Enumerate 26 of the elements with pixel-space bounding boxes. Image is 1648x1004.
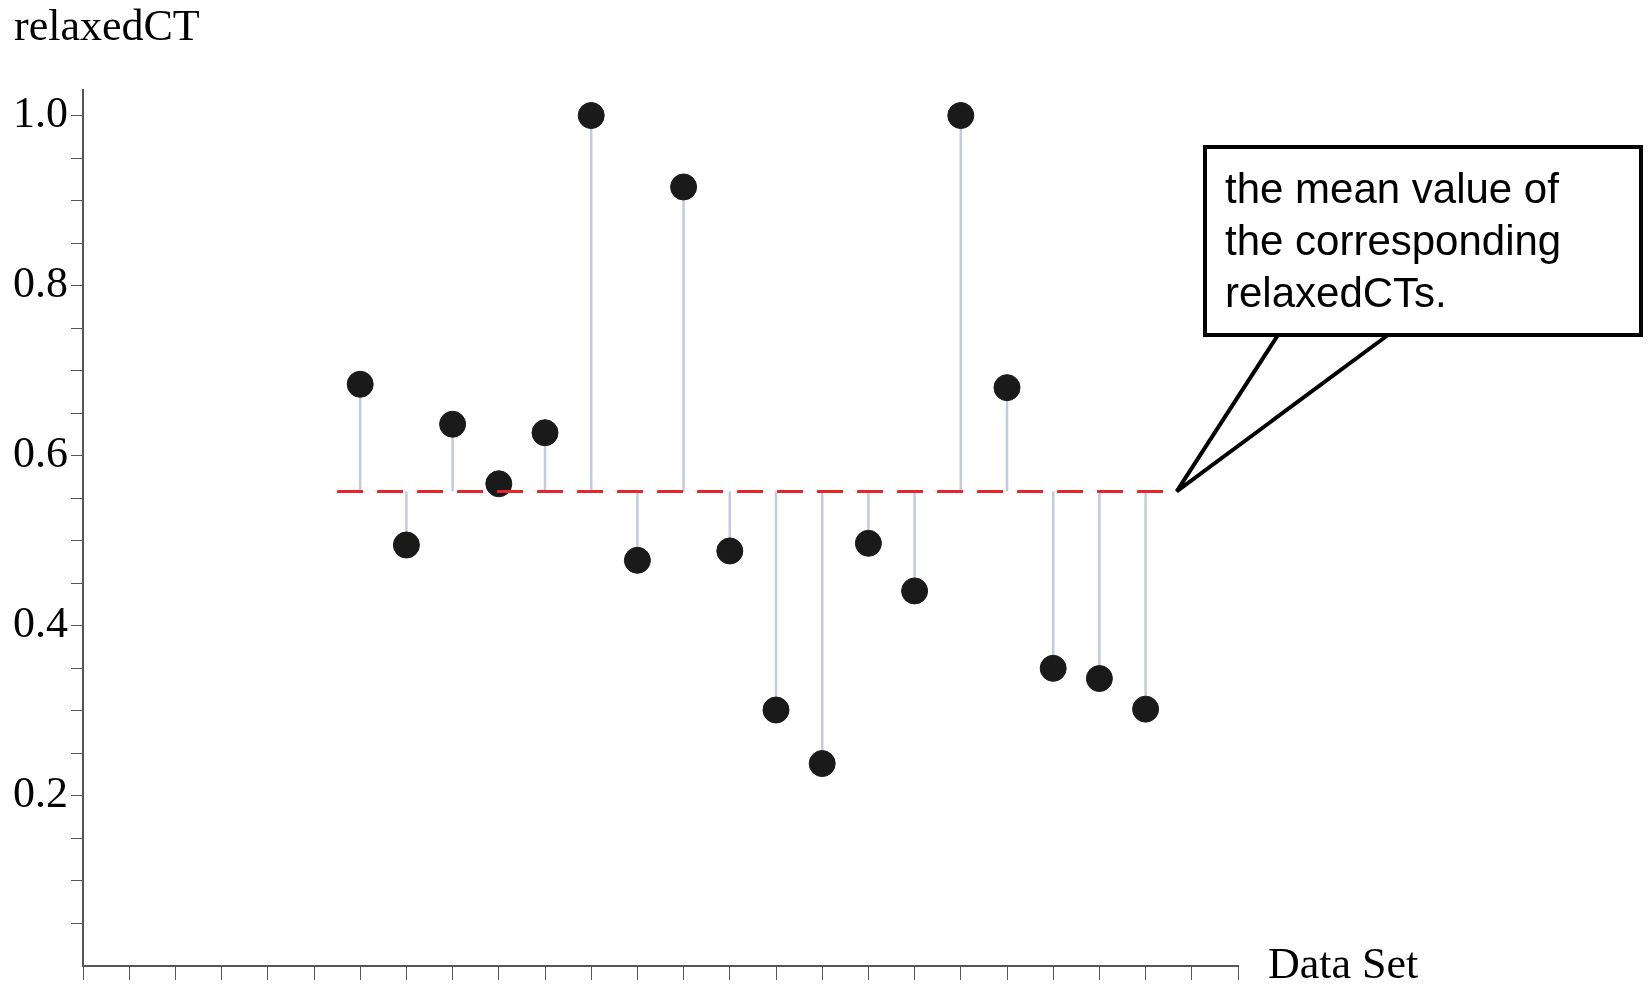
y-tick-label: 1.0	[13, 88, 68, 138]
x-axis-title: Data Set	[1268, 938, 1419, 988]
point	[808, 750, 836, 778]
point	[947, 102, 975, 130]
point	[346, 370, 374, 398]
y-axis-title: relaxedCT	[14, 0, 200, 50]
point	[577, 102, 605, 130]
y-tick-label: 0.6	[13, 428, 68, 478]
y-tick-label: 0.8	[13, 258, 68, 308]
point	[1085, 665, 1113, 693]
point	[762, 696, 790, 724]
y-tick-label: 0.4	[13, 598, 68, 648]
point	[670, 173, 698, 201]
point	[623, 546, 651, 574]
point	[993, 374, 1021, 402]
point	[1039, 654, 1067, 682]
point	[531, 419, 559, 447]
point	[716, 537, 744, 565]
point	[854, 529, 882, 557]
point	[901, 577, 929, 605]
point	[485, 470, 513, 498]
callout-box: the mean value of the corresponding relaxedCTs.	[1203, 145, 1643, 337]
point	[1132, 695, 1160, 723]
point	[439, 410, 467, 438]
y-tick-label: 0.2	[13, 768, 68, 818]
point	[392, 531, 420, 559]
